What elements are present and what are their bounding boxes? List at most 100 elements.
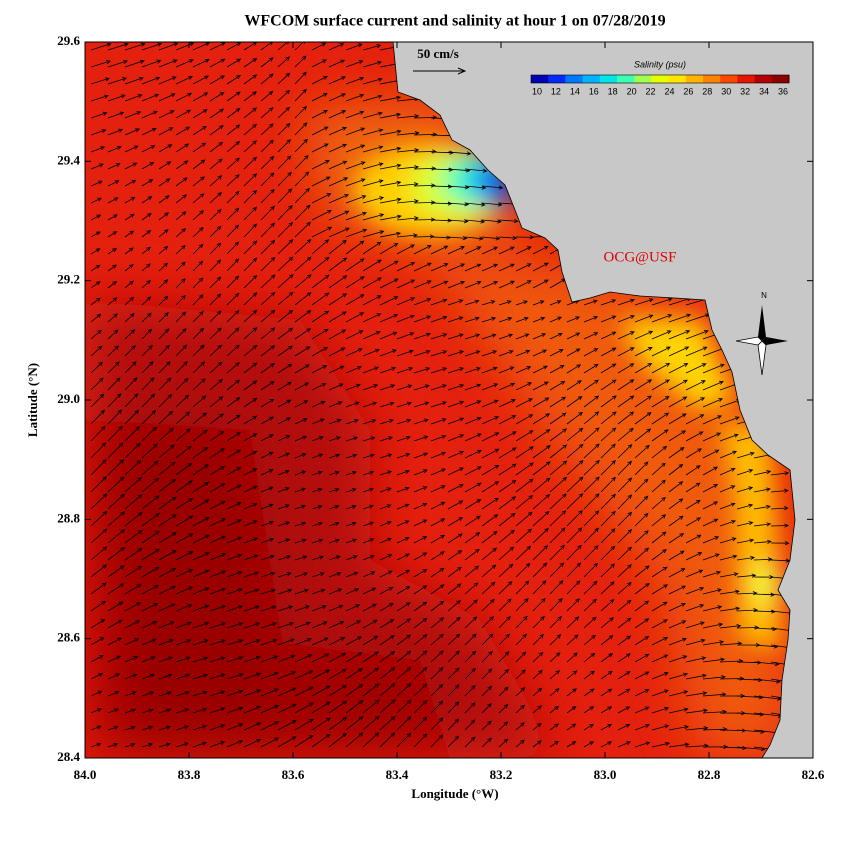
current-arrow — [294, 292, 312, 306]
current-arrow — [345, 652, 363, 663]
current-arrow — [532, 562, 548, 578]
current-arrow — [413, 315, 432, 323]
current-arrow — [549, 396, 567, 408]
current-arrow — [464, 219, 486, 224]
current-arrow — [413, 452, 429, 459]
current-arrow — [192, 499, 210, 510]
current-arrow — [175, 394, 190, 408]
current-arrow — [345, 330, 364, 340]
current-arrow — [617, 546, 633, 561]
current-arrow — [260, 172, 275, 187]
current-arrow — [158, 229, 169, 238]
current-arrow — [583, 545, 599, 561]
current-arrow — [124, 565, 143, 578]
current-arrow — [260, 721, 280, 731]
current-arrow — [430, 333, 448, 340]
current-arrow — [447, 583, 462, 595]
current-arrow — [549, 300, 562, 306]
current-arrow — [770, 488, 789, 493]
current-arrow — [481, 530, 498, 544]
current-arrow — [447, 367, 465, 374]
current-arrow — [328, 227, 350, 238]
current-arrow — [430, 451, 447, 459]
current-arrow — [311, 274, 330, 289]
current-arrow — [209, 108, 225, 119]
current-arrow — [702, 622, 724, 629]
current-arrow — [362, 128, 384, 136]
current-arrow — [532, 300, 545, 306]
current-arrow — [617, 635, 632, 646]
current-arrow — [702, 415, 723, 425]
current-arrow — [141, 328, 153, 340]
current-arrow — [396, 314, 415, 323]
current-arrow — [277, 504, 290, 510]
current-arrow — [447, 333, 464, 340]
current-arrow — [311, 365, 328, 374]
current-arrow — [532, 477, 551, 493]
current-arrow — [617, 688, 631, 697]
current-arrow — [328, 275, 348, 289]
current-arrow — [447, 566, 462, 578]
current-arrow — [90, 129, 107, 136]
current-arrow — [158, 514, 177, 527]
current-arrow — [515, 739, 525, 748]
current-arrow — [209, 191, 222, 204]
current-arrow — [362, 419, 377, 425]
current-arrow — [158, 742, 171, 748]
current-arrow — [379, 231, 402, 238]
current-arrow — [345, 110, 365, 119]
current-arrow — [498, 350, 514, 357]
current-arrow — [430, 350, 448, 357]
current-arrow — [158, 532, 177, 544]
current-arrow — [685, 604, 705, 612]
current-arrow — [192, 361, 206, 374]
current-arrow — [107, 637, 122, 646]
current-arrow — [379, 331, 398, 340]
y-tick-label: 28.4 — [57, 749, 80, 764]
current-arrow — [277, 703, 297, 714]
current-arrow — [532, 527, 549, 544]
current-arrow — [226, 484, 242, 493]
current-arrow — [141, 460, 159, 476]
current-arrow — [617, 671, 631, 680]
current-arrow — [311, 470, 323, 476]
current-arrow — [447, 236, 468, 241]
current-arrow — [685, 552, 703, 561]
current-arrow — [328, 126, 347, 136]
current-arrow — [294, 487, 307, 493]
x-tick-label: 83.8 — [178, 767, 201, 782]
current-arrow — [736, 695, 764, 700]
current-arrow — [124, 494, 143, 510]
credit: OCG@USF — [603, 249, 676, 265]
current-arrow — [311, 701, 331, 714]
current-arrow — [583, 348, 599, 357]
current-arrow — [345, 716, 364, 731]
current-arrow — [532, 669, 543, 680]
current-arrow — [226, 379, 241, 391]
current-arrow — [379, 470, 393, 476]
current-arrow — [209, 518, 227, 527]
current-arrow — [209, 413, 224, 425]
current-arrow — [277, 139, 291, 153]
current-arrow — [719, 624, 742, 629]
current-arrow — [311, 346, 329, 357]
current-arrow — [90, 528, 108, 544]
current-arrow — [90, 313, 102, 323]
current-arrow — [141, 426, 157, 442]
current-arrow — [328, 588, 343, 595]
x-tick-label: 84.0 — [74, 767, 97, 782]
current-arrow — [464, 168, 488, 173]
current-arrow — [464, 565, 480, 578]
current-arrow — [243, 485, 258, 493]
current-arrow — [379, 197, 402, 204]
current-arrow — [464, 482, 482, 493]
current-arrow — [464, 185, 487, 190]
current-arrow — [294, 470, 307, 476]
current-arrow — [515, 722, 525, 731]
current-arrow — [583, 616, 597, 629]
current-arrow — [498, 235, 518, 241]
current-arrow — [430, 298, 448, 306]
current-arrow — [328, 43, 345, 51]
current-arrow — [668, 603, 686, 612]
current-arrow — [243, 639, 261, 646]
